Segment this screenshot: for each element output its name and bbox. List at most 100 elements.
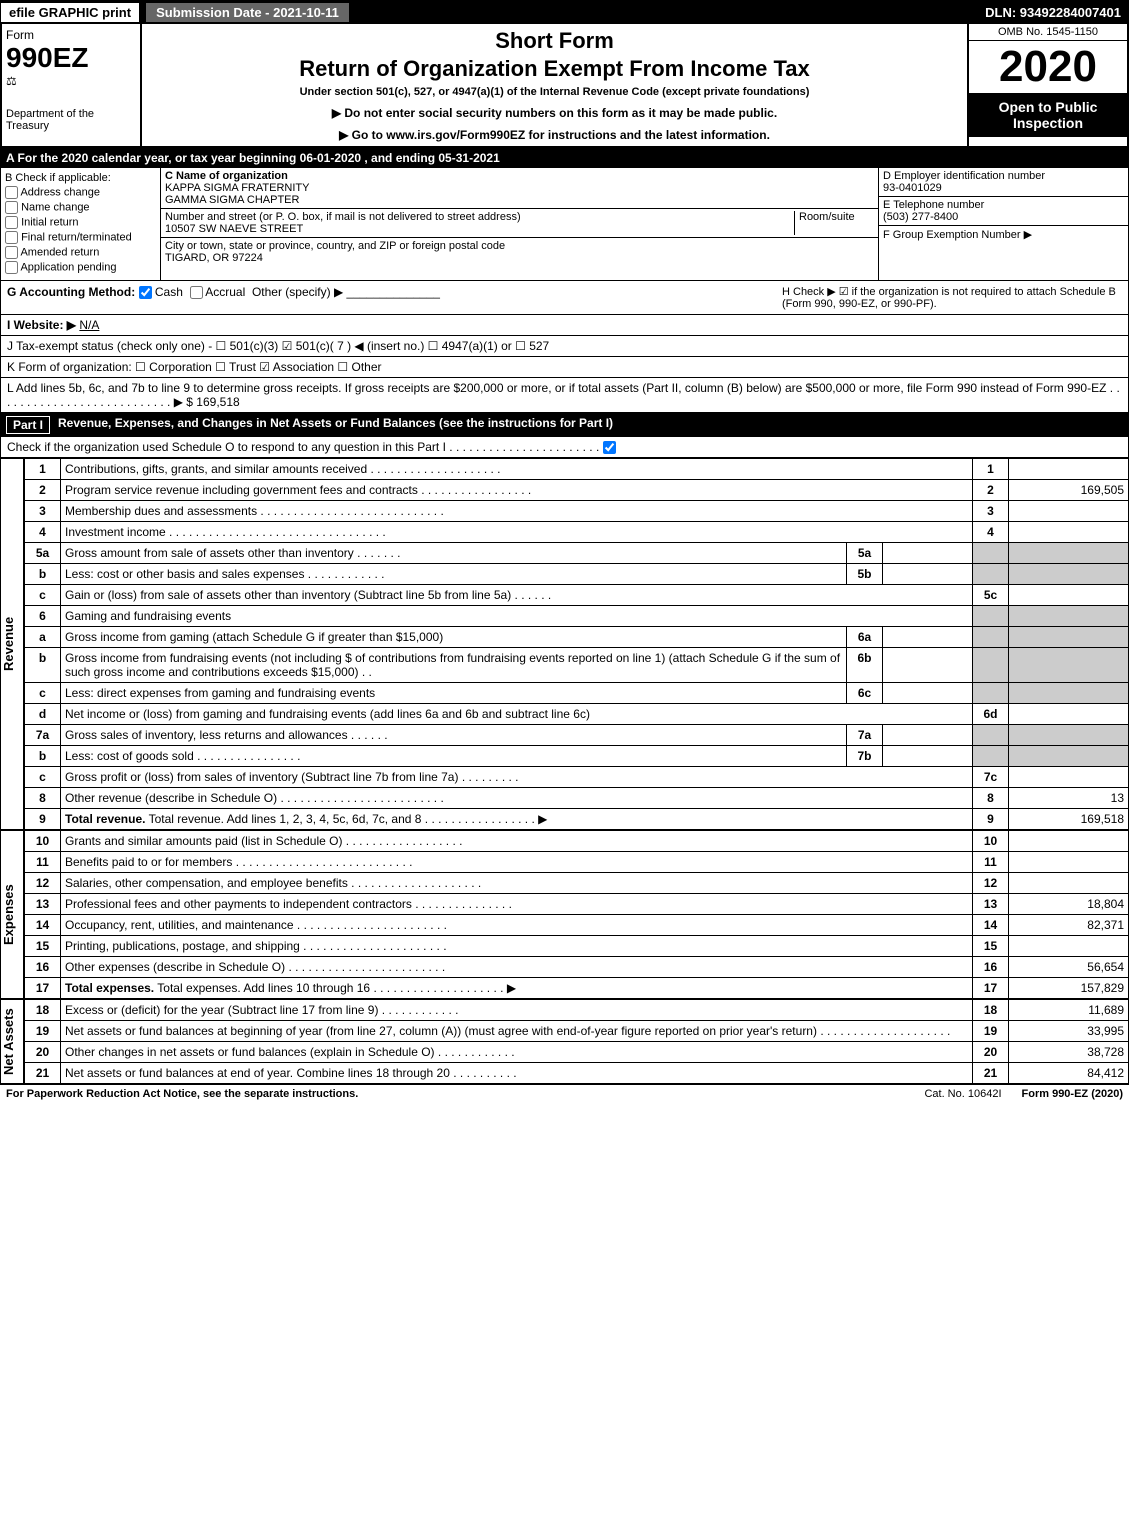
row-h: H Check ▶ ☑ if the organization is not r… <box>782 285 1122 310</box>
city-label: City or town, state or province, country… <box>165 240 505 252</box>
box-e-label: E Telephone number <box>883 199 984 211</box>
box-def: D Employer identification number 93-0401… <box>878 168 1128 280</box>
top-bar: efile GRAPHIC print Submission Date - 20… <box>0 0 1129 24</box>
net-assets-section: Net Assets 18Excess or (deficit) for the… <box>0 999 1129 1084</box>
form-title: Return of Organization Exempt From Incom… <box>148 56 961 82</box>
seal-icon: ⚖ <box>6 74 136 88</box>
line-20: 20Other changes in net assets or fund ba… <box>25 1042 1129 1063</box>
chk-initial-return[interactable]: Initial return <box>5 216 156 229</box>
chk-address-change[interactable]: Address change <box>5 186 156 199</box>
line-15: 15Printing, publications, postage, and s… <box>25 936 1129 957</box>
line-5c: cGain or (loss) from sale of assets othe… <box>25 585 1129 606</box>
line-8: 8Other revenue (describe in Schedule O) … <box>25 788 1129 809</box>
part-1-label: Part I <box>6 416 50 434</box>
line-10: 10Grants and similar amounts paid (list … <box>25 831 1129 852</box>
header-right: OMB No. 1545-1150 2020 Open to Public In… <box>967 24 1127 146</box>
omb-number: OMB No. 1545-1150 <box>969 24 1127 41</box>
line-5b: bLess: cost or other basis and sales exp… <box>25 564 1129 585</box>
box-c-label: C Name of organization <box>165 170 288 182</box>
chk-amended-return[interactable]: Amended return <box>5 246 156 259</box>
line-7c: cGross profit or (loss) from sales of in… <box>25 767 1129 788</box>
line-6b: bGross income from fundraising events (n… <box>25 648 1129 683</box>
header-left: Form 990EZ ⚖ Department of the Treasury <box>2 24 142 146</box>
tax-year: 2020 <box>969 41 1127 93</box>
line-18: 18Excess or (deficit) for the year (Subt… <box>25 1000 1129 1021</box>
line-3: 3Membership dues and assessments . . . .… <box>25 501 1129 522</box>
box-b: B Check if applicable: Address change Na… <box>1 168 161 280</box>
row-j: J Tax-exempt status (check only one) - ☐… <box>0 336 1129 357</box>
page-footer: For Paperwork Reduction Act Notice, see … <box>0 1084 1129 1103</box>
line-6c: cLess: direct expenses from gaming and f… <box>25 683 1129 704</box>
phone-value: (503) 277-8400 <box>883 211 958 223</box>
part-1-header: Part I Revenue, Expenses, and Changes in… <box>0 413 1129 437</box>
line-1: 1Contributions, gifts, grants, and simil… <box>25 459 1129 480</box>
header-center: Short Form Return of Organization Exempt… <box>142 24 967 146</box>
form-subtitle: Under section 501(c), 527, or 4947(a)(1)… <box>148 86 961 98</box>
expenses-side-label: Expenses <box>0 830 24 999</box>
box-d-label: D Employer identification number <box>883 170 1045 182</box>
dln-label: DLN: 93492284007401 <box>985 5 1129 20</box>
line-4: 4Investment income . . . . . . . . . . .… <box>25 522 1129 543</box>
org-name-2: GAMMA SIGMA CHAPTER <box>165 194 299 206</box>
line-9: 9Total revenue. Total revenue. Add lines… <box>25 809 1129 830</box>
form-header: Form 990EZ ⚖ Department of the Treasury … <box>0 24 1129 148</box>
line-21: 21Net assets or fund balances at end of … <box>25 1063 1129 1084</box>
footer-center: Cat. No. 10642I <box>924 1088 1001 1100</box>
website-value: N/A <box>79 318 99 332</box>
short-form-title: Short Form <box>148 28 961 54</box>
chk-accrual[interactable] <box>190 286 203 299</box>
row-l: L Add lines 5b, 6c, and 7b to line 9 to … <box>0 378 1129 413</box>
line-7a: 7aGross sales of inventory, less returns… <box>25 725 1129 746</box>
submission-date: Submission Date - 2021-10-11 <box>146 3 349 22</box>
note-link[interactable]: ▶ Go to www.irs.gov/Form990EZ for instru… <box>148 128 961 142</box>
box-b-label: B Check if applicable: <box>5 172 156 184</box>
revenue-table: 1Contributions, gifts, grants, and simil… <box>24 458 1129 830</box>
line-6: 6Gaming and fundraising events <box>25 606 1129 627</box>
room-label: Room/suite <box>799 211 855 223</box>
revenue-section: Revenue 1Contributions, gifts, grants, a… <box>0 458 1129 830</box>
line-17: 17Total expenses. Total expenses. Add li… <box>25 978 1129 999</box>
line-6d: dNet income or (loss) from gaming and fu… <box>25 704 1129 725</box>
efile-button[interactable]: efile GRAPHIC print <box>0 2 140 23</box>
line-2: 2Program service revenue including gover… <box>25 480 1129 501</box>
line-12: 12Salaries, other compensation, and empl… <box>25 873 1129 894</box>
chk-schedule-o[interactable] <box>603 440 616 454</box>
form-number: 990EZ <box>6 42 136 74</box>
net-assets-side-label: Net Assets <box>0 999 24 1084</box>
expenses-section: Expenses 10Grants and similar amounts pa… <box>0 830 1129 999</box>
open-public-label: Open to Public Inspection <box>969 93 1127 137</box>
line-16: 16Other expenses (describe in Schedule O… <box>25 957 1129 978</box>
chk-name-change[interactable]: Name change <box>5 201 156 214</box>
row-gh: G Accounting Method: Cash Accrual Other … <box>0 281 1129 315</box>
box-f-label: F Group Exemption Number ▶ <box>883 229 1032 241</box>
footer-left: For Paperwork Reduction Act Notice, see … <box>6 1088 904 1100</box>
part-1-title: Revenue, Expenses, and Changes in Net As… <box>58 416 613 434</box>
org-city: TIGARD, OR 97224 <box>165 252 263 264</box>
part-1-check-line: Check if the organization used Schedule … <box>0 437 1129 458</box>
ein-value: 93-0401029 <box>883 182 942 194</box>
line-14: 14Occupancy, rent, utilities, and mainte… <box>25 915 1129 936</box>
gross-receipts-value: 169,518 <box>196 395 239 409</box>
info-block: B Check if applicable: Address change Na… <box>0 168 1129 281</box>
org-address: 10507 SW NAEVE STREET <box>165 223 303 235</box>
chk-application-pending[interactable]: Application pending <box>5 261 156 274</box>
line-13: 13Professional fees and other payments t… <box>25 894 1129 915</box>
row-a-period: A For the 2020 calendar year, or tax yea… <box>0 148 1129 168</box>
line-5a: 5aGross amount from sale of assets other… <box>25 543 1129 564</box>
chk-final-return[interactable]: Final return/terminated <box>5 231 156 244</box>
chk-cash[interactable] <box>139 286 152 299</box>
revenue-side-label: Revenue <box>0 458 24 830</box>
dept-label: Department of the Treasury <box>6 108 136 132</box>
org-name-1: KAPPA SIGMA FRATERNITY <box>165 182 309 194</box>
row-g: G Accounting Method: Cash Accrual Other … <box>7 285 782 310</box>
footer-right: Form 990-EZ (2020) <box>1022 1088 1123 1100</box>
form-label: Form <box>6 28 136 42</box>
net-assets-table: 18Excess or (deficit) for the year (Subt… <box>24 999 1129 1084</box>
line-7b: bLess: cost of goods sold . . . . . . . … <box>25 746 1129 767</box>
note-ssn: ▶ Do not enter social security numbers o… <box>148 106 961 120</box>
row-i: I Website: ▶ N/A <box>0 315 1129 336</box>
addr-label: Number and street (or P. O. box, if mail… <box>165 211 521 223</box>
line-6a: aGross income from gaming (attach Schedu… <box>25 627 1129 648</box>
line-11: 11Benefits paid to or for members . . . … <box>25 852 1129 873</box>
line-19: 19Net assets or fund balances at beginni… <box>25 1021 1129 1042</box>
